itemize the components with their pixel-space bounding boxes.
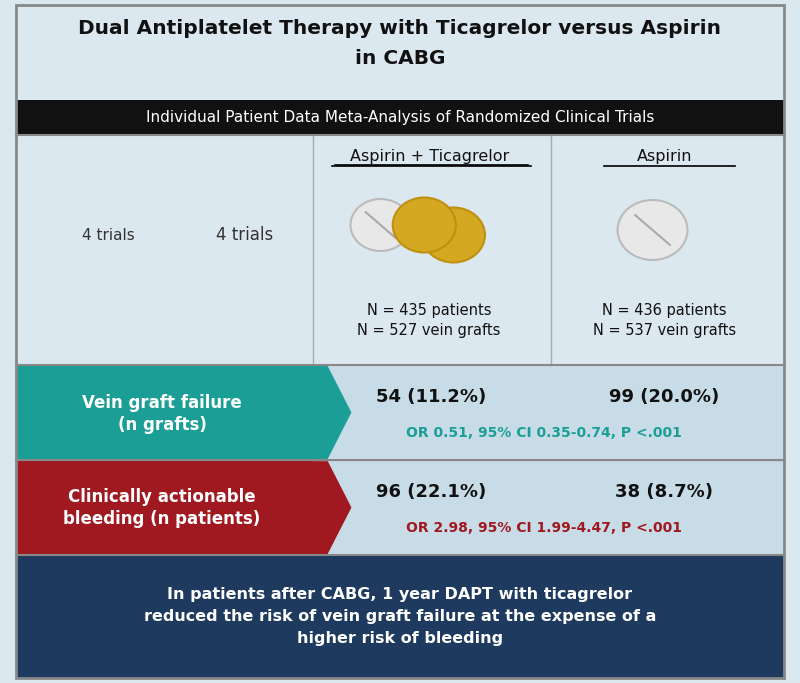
Text: 4 trials: 4 trials <box>82 227 135 242</box>
Text: Clinically actionable: Clinically actionable <box>68 488 256 507</box>
Polygon shape <box>16 365 351 460</box>
Text: higher risk of bleeding: higher risk of bleeding <box>297 631 503 646</box>
FancyBboxPatch shape <box>16 5 784 678</box>
Text: 4 trials: 4 trials <box>216 226 274 244</box>
FancyBboxPatch shape <box>313 460 784 555</box>
Text: In patients after CABG, 1 year DAPT with ticagrelor: In patients after CABG, 1 year DAPT with… <box>167 587 633 602</box>
Text: Aspirin: Aspirin <box>637 150 692 165</box>
Text: 96 (22.1%): 96 (22.1%) <box>376 483 486 501</box>
Text: in CABG: in CABG <box>354 48 446 68</box>
FancyBboxPatch shape <box>313 365 784 460</box>
FancyBboxPatch shape <box>16 135 784 365</box>
Text: bleeding (n patients): bleeding (n patients) <box>63 510 261 529</box>
Text: OR 0.51, 95% CI 0.35-0.74, P <.001: OR 0.51, 95% CI 0.35-0.74, P <.001 <box>406 426 682 440</box>
Ellipse shape <box>350 199 410 251</box>
Ellipse shape <box>422 208 485 262</box>
Text: N = 435 patients: N = 435 patients <box>367 303 491 318</box>
Text: N = 436 patients: N = 436 patients <box>602 303 726 318</box>
Text: 54 (11.2%): 54 (11.2%) <box>376 388 486 406</box>
Text: 38 (8.7%): 38 (8.7%) <box>615 483 713 501</box>
FancyBboxPatch shape <box>16 5 784 100</box>
Text: (n grafts): (n grafts) <box>118 415 206 434</box>
Text: 99 (20.0%): 99 (20.0%) <box>609 388 719 406</box>
Text: Dual Antiplatelet Therapy with Ticagrelor versus Aspirin: Dual Antiplatelet Therapy with Ticagrelo… <box>78 18 722 38</box>
FancyBboxPatch shape <box>16 100 784 135</box>
Text: Aspirin + Ticagrelor: Aspirin + Ticagrelor <box>350 150 509 165</box>
Text: OR 2.98, 95% CI 1.99-4.47, P <.001: OR 2.98, 95% CI 1.99-4.47, P <.001 <box>406 521 682 535</box>
Polygon shape <box>16 460 351 555</box>
Text: Vein graft failure: Vein graft failure <box>82 393 242 411</box>
Text: reduced the risk of vein graft failure at the expense of a: reduced the risk of vein graft failure a… <box>144 609 656 624</box>
Text: N = 537 vein grafts: N = 537 vein grafts <box>593 322 736 337</box>
Text: N = 527 vein grafts: N = 527 vein grafts <box>358 322 501 337</box>
FancyBboxPatch shape <box>16 555 784 678</box>
Ellipse shape <box>618 200 687 260</box>
Text: Individual Patient Data Meta-Analysis of Randomized Clinical Trials: Individual Patient Data Meta-Analysis of… <box>146 110 654 125</box>
Ellipse shape <box>393 197 456 253</box>
